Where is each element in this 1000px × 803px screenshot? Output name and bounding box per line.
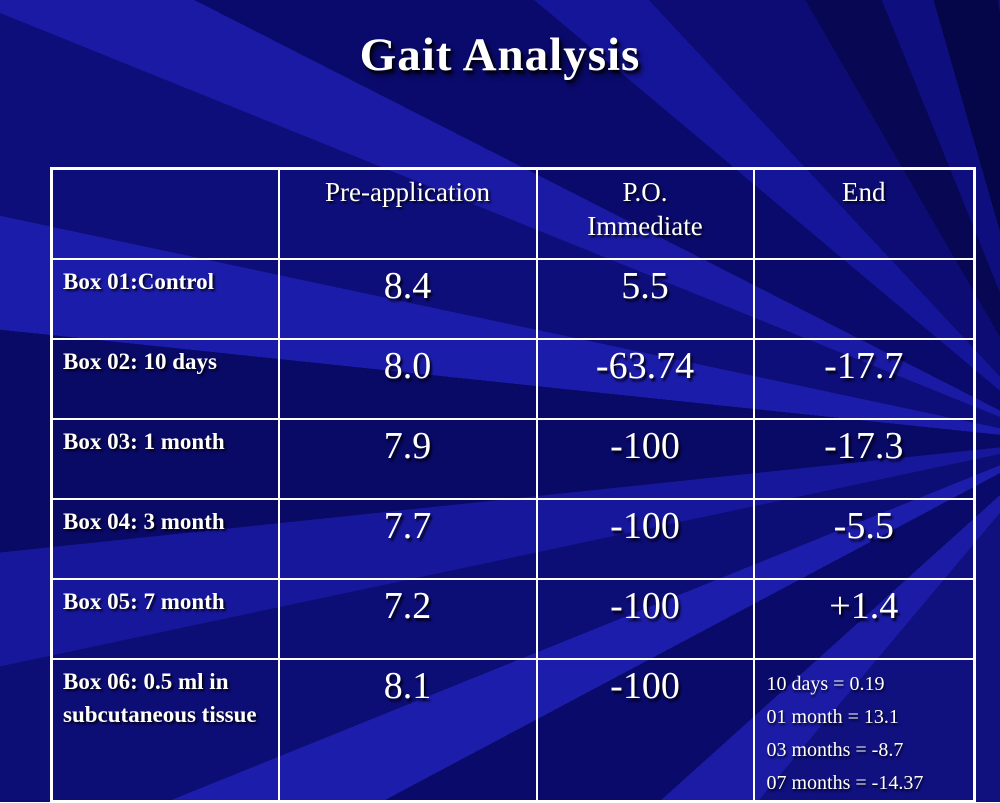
row-label: Box 06: 0.5 ml in subcutaneous tissue — [50, 657, 280, 802]
note-line-10days: 10 days = 0.19 — [766, 672, 885, 695]
cell-end: -17.3 — [752, 417, 976, 500]
header-po-line2: Immediate — [587, 210, 703, 241]
cell-pre: 8.0 — [277, 337, 538, 420]
cell-pre: 7.9 — [277, 417, 538, 500]
header-empty-cell — [50, 167, 280, 260]
note-line-01month: 01 month = 13.1 — [766, 705, 899, 728]
cell-pre: 8.4 — [277, 257, 538, 340]
table-row-box05: Box 05: 7 month 7.2 -100 +1.4 — [50, 577, 976, 660]
cell-po: -100 — [535, 497, 755, 580]
header-po-immediate: P.O. Immediate — [535, 167, 755, 260]
row-label: Box 05: 7 month — [50, 577, 280, 660]
row-label: Box 03: 1 month — [50, 417, 280, 500]
note-line-07months: 07 months = -14.37 — [766, 771, 924, 794]
cell-po: -100 — [535, 417, 755, 500]
header-po-line1: P.O. — [622, 177, 668, 207]
row-label: Box 04: 3 month — [50, 497, 280, 580]
cell-po: 5.5 — [535, 257, 755, 340]
cell-po: -63.74 — [535, 337, 755, 420]
cell-end-notes: 10 days = 0.19 01 month = 13.1 03 months… — [752, 657, 976, 802]
cell-end — [752, 257, 976, 340]
row-label: Box 01:Control — [50, 257, 280, 340]
table-row-box04: Box 04: 3 month 7.7 -100 -5.5 — [50, 497, 976, 580]
slide-title: Gait Analysis — [359, 29, 641, 81]
cell-end: -5.5 — [752, 497, 976, 580]
header-end: End — [752, 167, 976, 260]
cell-pre: 7.2 — [277, 577, 538, 660]
table-row-box01: Box 01:Control 8.4 5.5 — [50, 257, 976, 340]
cell-pre: 8.1 — [277, 657, 538, 802]
table-row-box03: Box 03: 1 month 7.9 -100 -17.3 — [50, 417, 976, 500]
row-label: Box 02: 10 days — [50, 337, 280, 420]
header-pre-application: Pre-application — [277, 167, 538, 260]
cell-end: -17.7 — [752, 337, 976, 420]
table-row-box02: Box 02: 10 days 8.0 -63.74 -17.7 — [50, 337, 976, 420]
gait-analysis-table: Pre-application P.O. Immediate End Box 0… — [50, 167, 976, 803]
table-row-box06: Box 06: 0.5 ml in subcutaneous tissue 8.… — [50, 657, 976, 802]
cell-po: -100 — [535, 657, 755, 802]
cell-po: -100 — [535, 577, 755, 660]
cell-pre: 7.7 — [277, 497, 538, 580]
table-header-row: Pre-application P.O. Immediate End — [50, 167, 976, 260]
cell-end: +1.4 — [752, 577, 976, 660]
note-line-03months: 03 months = -8.7 — [766, 738, 904, 761]
